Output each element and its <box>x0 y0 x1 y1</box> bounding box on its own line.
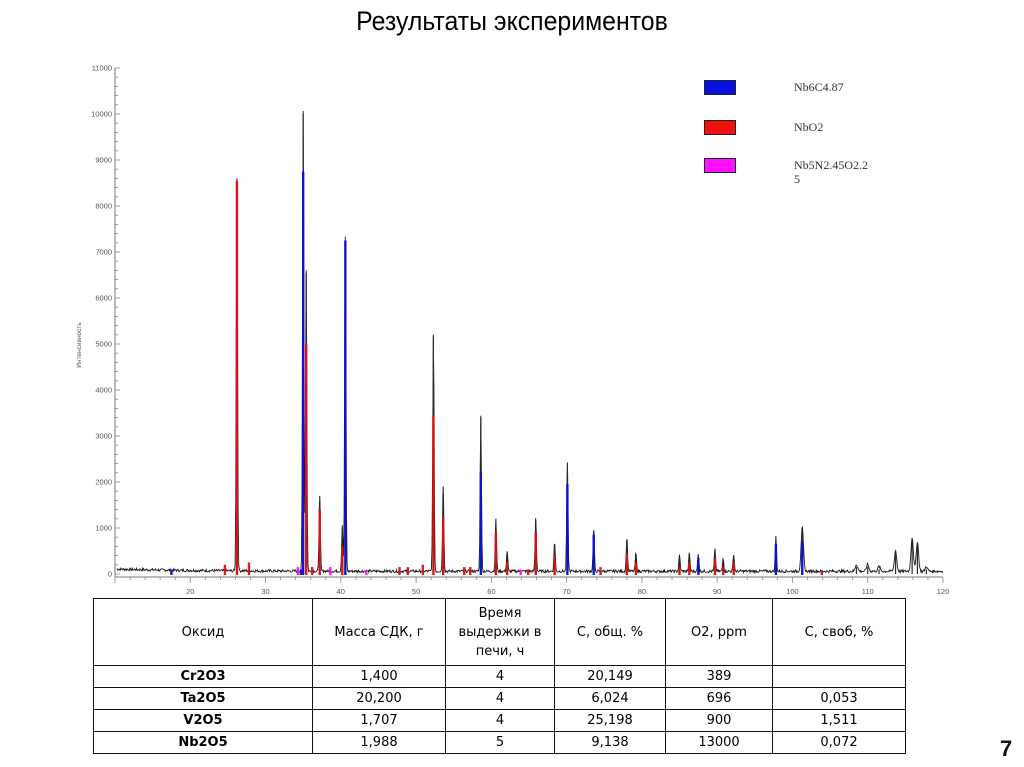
oxide-cell: Cr2O3 <box>93 665 313 688</box>
y-tick-label: 6000 <box>95 294 112 303</box>
y-tick-label: 7000 <box>95 248 112 257</box>
table-cell: 1,400 <box>312 665 446 688</box>
table-cell: 13000 <box>665 731 773 754</box>
table-cell: 4 <box>445 709 555 732</box>
x-tick-label: 90 <box>713 587 721 596</box>
slide-title: Результаты экспериментов <box>356 6 668 36</box>
x-tick-label: 100 <box>786 587 799 596</box>
x-tick-label: 20 <box>186 587 194 596</box>
x-tick-label: 50 <box>412 587 420 596</box>
table-header-row: Оксид Масса СДК, г Время выдержки в печи… <box>93 598 906 666</box>
table-cell: 1,511 <box>772 709 906 732</box>
measured-profile-line <box>116 110 944 575</box>
col-header: Время выдержки в печи, ч <box>445 598 555 666</box>
table-cell: 6,024 <box>554 687 666 710</box>
y-tick-label: 11000 <box>92 64 112 73</box>
oxide-cell: V2O5 <box>93 709 313 732</box>
table-row: Cr2O3 1,400 4 20,149 389 <box>93 665 906 688</box>
legend-label: NbO2 <box>794 120 824 134</box>
y-tick-label: 3000 <box>95 432 112 441</box>
y-tick-label: 8000 <box>95 202 112 211</box>
table-cell: 4 <box>445 687 555 710</box>
table-row: V2O5 1,707 4 25,198 900 1,511 <box>93 709 906 732</box>
col-header: Оксид <box>93 598 313 666</box>
y-tick-label: 9000 <box>95 156 112 165</box>
table-cell: 4 <box>445 665 555 688</box>
y-tick-label: 1000 <box>95 524 112 533</box>
table-cell: 20,200 <box>312 687 446 710</box>
table-cell: 25,198 <box>554 709 666 732</box>
y-tick-label: 4000 <box>95 386 112 395</box>
xrd-chart: 0 1000 2000 3000 4000 5000 6000 7000 8000 9000 100… <box>76 64 950 597</box>
col-header: С, своб, % <box>772 598 906 666</box>
oxide-cell: Ta2O5 <box>93 687 313 710</box>
table-cell: 0,072 <box>772 731 906 754</box>
table-cell: 900 <box>665 709 773 732</box>
table-row: Nb2O5 1,988 5 9,138 13000 0,072 <box>93 731 906 754</box>
oxide-cell: Nb2O5 <box>93 731 313 754</box>
legend-label: Nb5N2.45O2.2 5 <box>794 158 868 186</box>
table-cell: 5 <box>445 731 555 754</box>
legend-swatch-nb6c <box>704 80 736 95</box>
y-tick-label: 0 <box>108 570 112 579</box>
x-tick-label: 120 <box>937 587 950 596</box>
col-header: Масса СДК, г <box>312 598 446 666</box>
table-cell: 9,138 <box>554 731 666 754</box>
x-tick-label: 80 <box>638 587 646 596</box>
y-tick-label: 2000 <box>95 478 112 487</box>
y-tick-label: 5000 <box>95 340 112 349</box>
table-cell: 20,149 <box>554 665 666 688</box>
y-axis-label: Интенсивность <box>76 322 83 368</box>
table-cell: 1,707 <box>312 709 446 732</box>
legend-swatch-nbo2 <box>704 120 736 135</box>
col-header: С, общ. % <box>554 598 666 666</box>
x-tick-label: 70 <box>562 587 570 596</box>
x-tick-label: 110 <box>862 587 874 596</box>
legend-swatch-nb5n <box>704 158 736 173</box>
col-header: О2, ppm <box>665 598 773 666</box>
table-cell: 1,988 <box>312 731 446 754</box>
legend-label: Nb6C4.87 <box>794 80 844 94</box>
table-cell: 0,053 <box>772 687 906 710</box>
x-tick-label: 60 <box>487 587 495 596</box>
page-number: 7 <box>1000 736 1013 761</box>
results-table: Оксид Масса СДК, г Время выдержки в печи… <box>93 598 906 754</box>
x-tick-label: 30 <box>261 587 269 596</box>
table-cell <box>772 665 906 688</box>
y-tick-label: 10000 <box>91 110 112 119</box>
table-cell: 696 <box>665 687 773 710</box>
table-cell: 389 <box>665 665 773 688</box>
table-row: Ta2O5 20,200 4 6,024 696 0,053 <box>93 687 906 710</box>
x-tick-label: 40 <box>337 587 345 596</box>
